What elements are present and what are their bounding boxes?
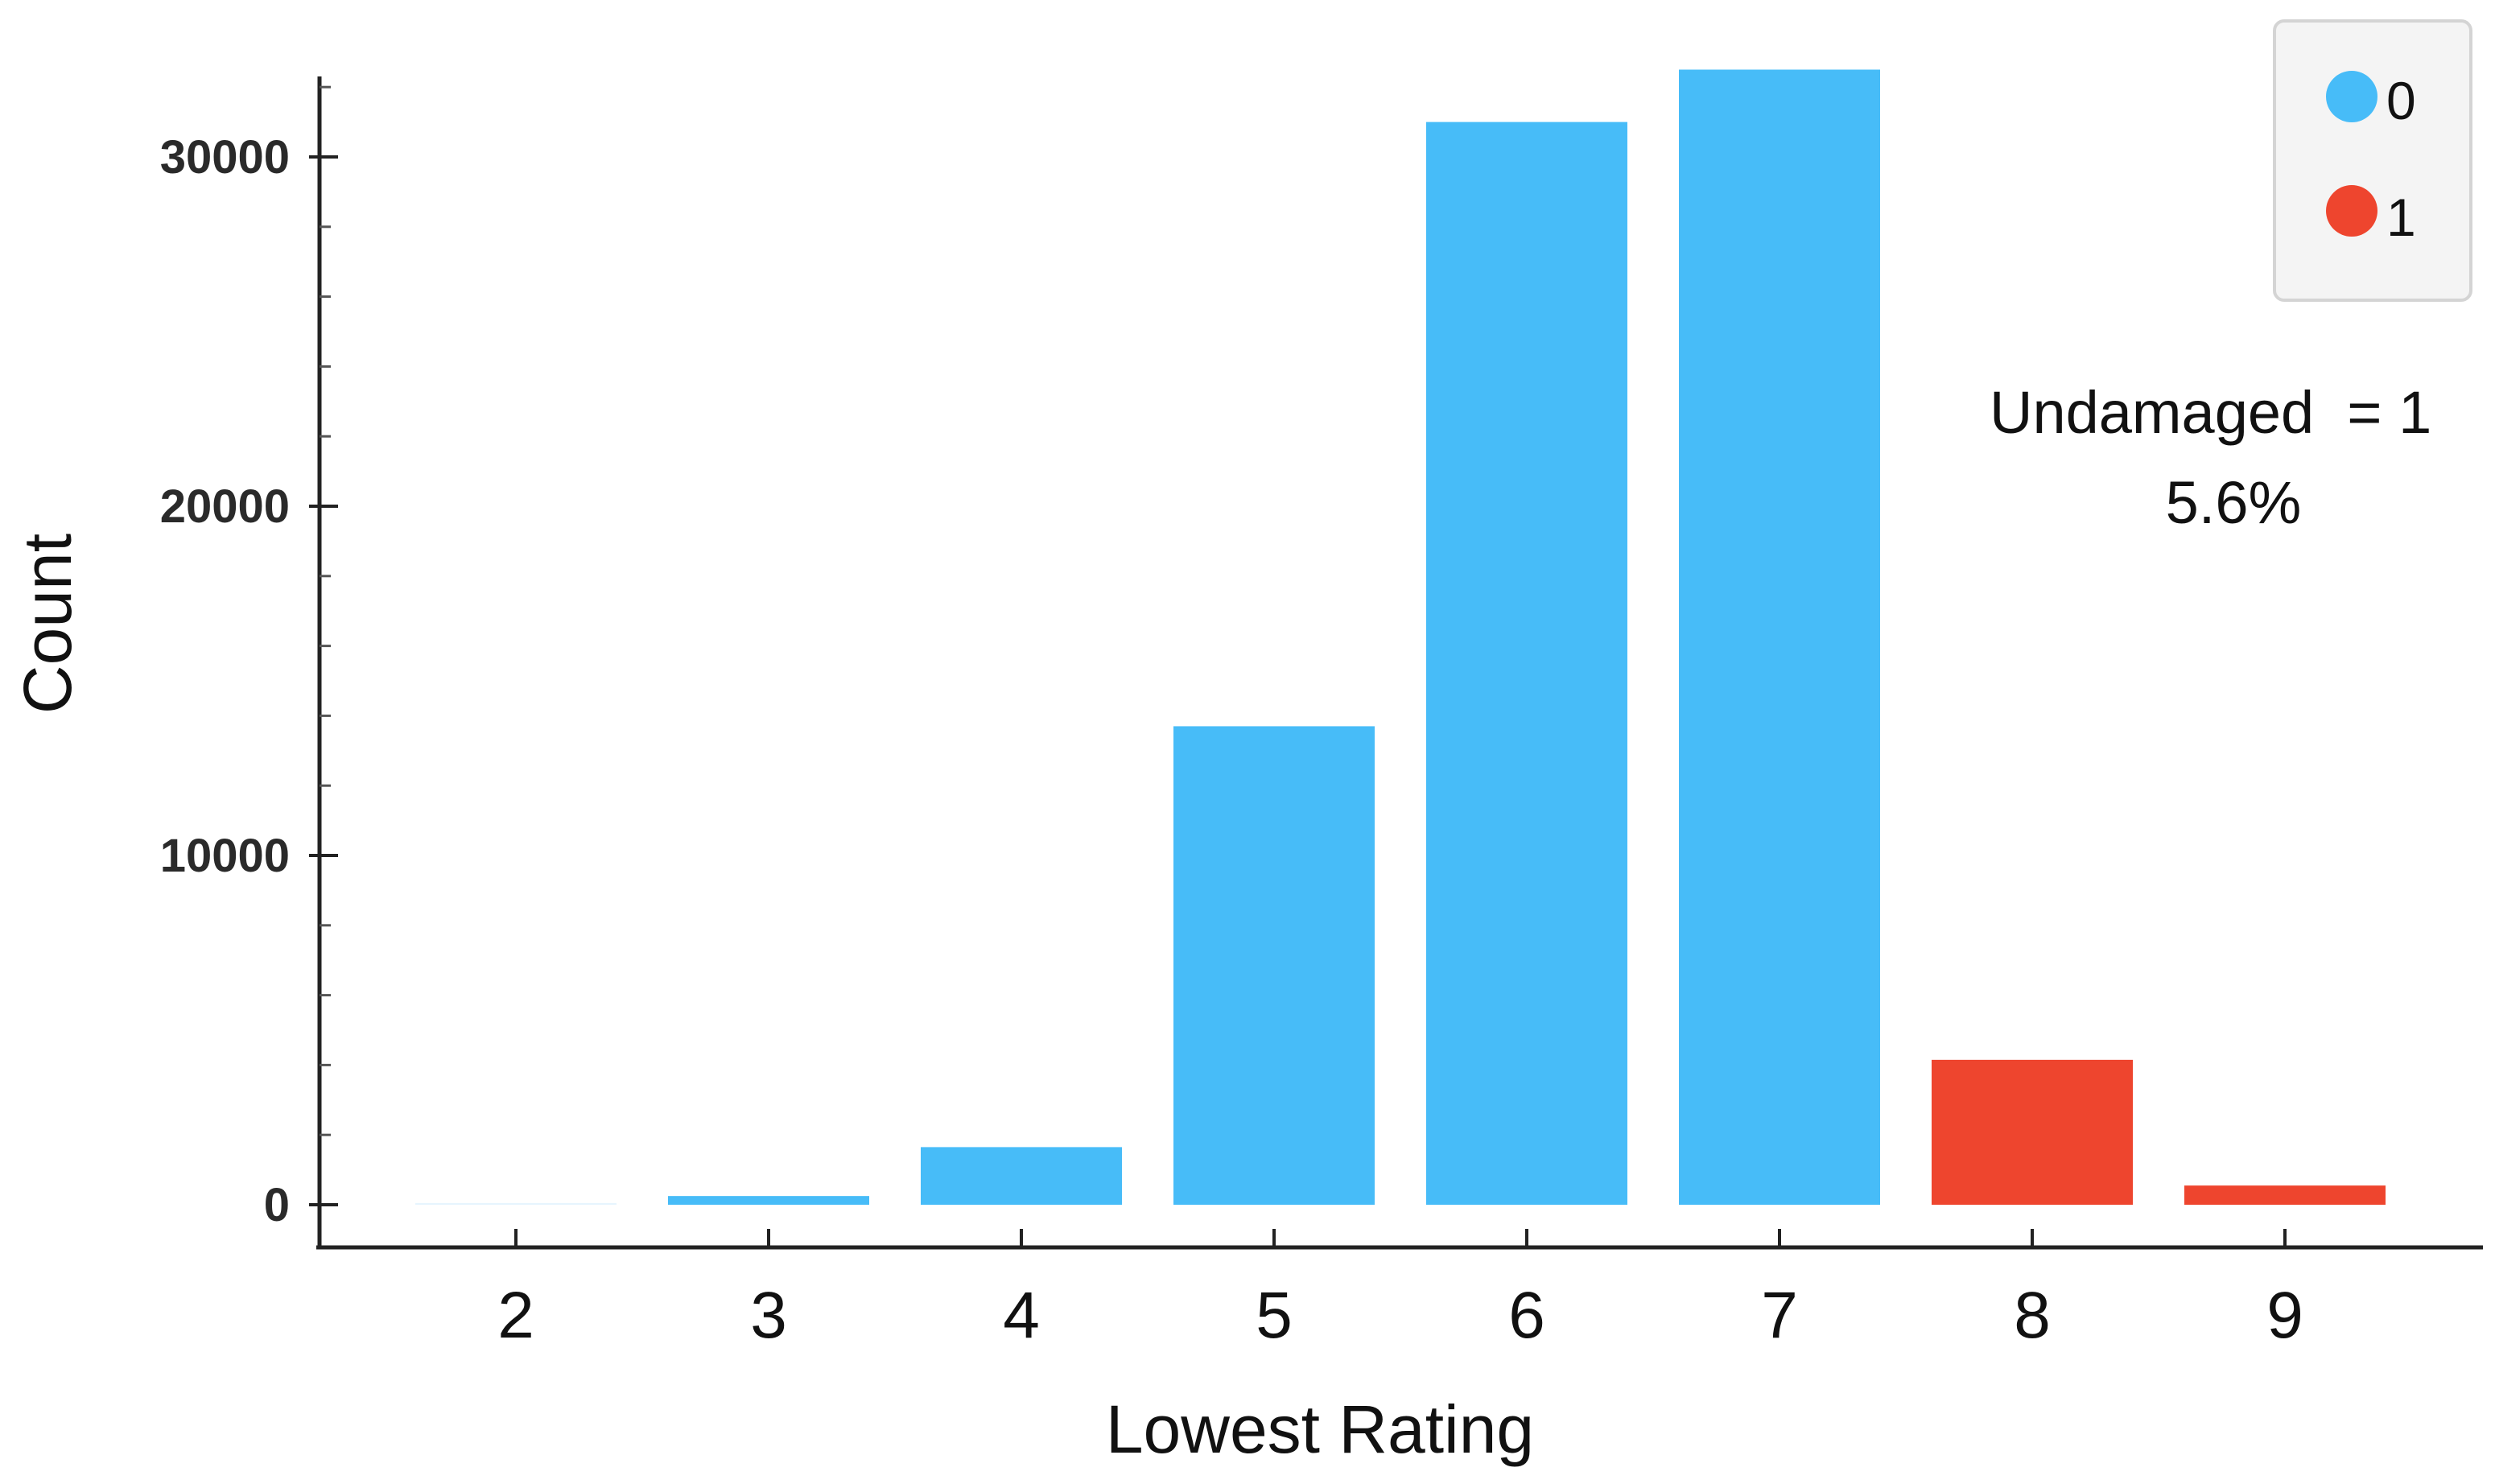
x-ticks: 2 3 4 5 6 7 8 9 [497, 1229, 2303, 1352]
legend: 0 1 [2273, 19, 2472, 302]
legend-label-0: 0 [2386, 71, 2416, 130]
annotation-line-1: Undamaged = 1 [1990, 379, 2431, 446]
legend-swatch-1 [2326, 185, 2377, 237]
x-tick-label-2: 2 [497, 1279, 534, 1352]
x-tick-label-7: 7 [1761, 1279, 1798, 1352]
x-tick-label-9: 9 [2266, 1279, 2303, 1352]
bar-7 [1679, 69, 1880, 1205]
bar-5 [1173, 726, 1375, 1205]
y-tick-label: 20000 [160, 480, 290, 533]
bar-9 [2184, 1185, 2386, 1205]
bar-4 [921, 1147, 1122, 1205]
bar-2 [415, 1202, 617, 1205]
y-tick-label: 30000 [160, 131, 290, 183]
legend-label-1: 1 [2386, 188, 2416, 247]
x-tick-label-4: 4 [1003, 1279, 1040, 1352]
bar-3 [668, 1196, 869, 1205]
x-tick-label-6: 6 [1508, 1279, 1545, 1352]
y-axis-title: Count [10, 534, 85, 714]
x-tick-label-3: 3 [750, 1279, 787, 1352]
y-ticks: 0 10000 20000 30000 [160, 131, 338, 1231]
y-tick-label: 10000 [160, 830, 290, 882]
legend-swatch-0 [2326, 71, 2377, 122]
bars [415, 69, 2386, 1206]
legend-box [2273, 19, 2472, 302]
bar-8 [1932, 1059, 2133, 1205]
annotation-line-2: 5.6% [2166, 469, 2302, 536]
bar-6 [1426, 122, 1627, 1206]
x-tick-label-5: 5 [1256, 1279, 1293, 1352]
y-tick-label: 0 [264, 1179, 290, 1231]
x-tick-label-8: 8 [2014, 1279, 2051, 1352]
x-axis-title: Lowest Rating [1106, 1391, 1534, 1467]
